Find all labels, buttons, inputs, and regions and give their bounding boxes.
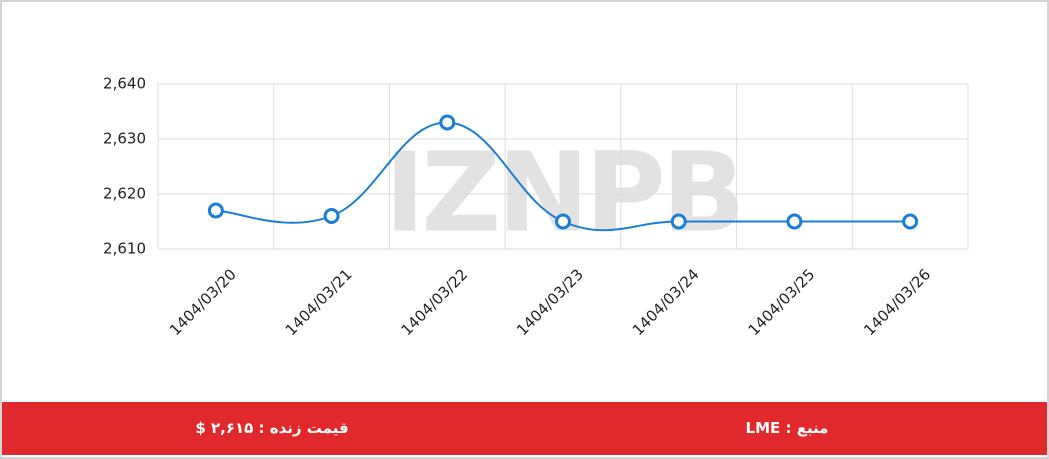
x-tick-label: 1404/03/21 <box>282 265 356 339</box>
point <box>439 114 456 131</box>
point <box>670 213 687 230</box>
source: منبع : LME <box>745 419 829 437</box>
chart: IZNPB 2,610 2,620 2,630 2,640 1404/03/20 1404/… <box>103 75 969 339</box>
point <box>555 213 571 230</box>
x-tick-label: 1404/03/23 <box>513 265 587 339</box>
y-tick-label: 2,620 <box>103 185 146 203</box>
point <box>902 213 919 230</box>
watermark: IZNPB <box>384 128 741 256</box>
y-tick-label: 2,640 <box>103 75 146 93</box>
x-tick-label: 1404/03/25 <box>745 265 819 339</box>
point <box>207 202 224 219</box>
y-tick-label: 2,630 <box>103 130 146 148</box>
point <box>323 208 340 224</box>
y-tick-label: 2,610 <box>103 240 146 258</box>
x-tick-label: 1404/03/22 <box>397 265 471 339</box>
x-tick-label: 1404/03/24 <box>629 265 703 339</box>
footer-bar: قیمت زنده : ۲,۶۱۵ $ منبع : LME <box>2 402 1047 455</box>
x-tick-label: 1404/03/20 <box>166 265 240 339</box>
live-price: قیمت زنده : ۲,۶۱۵ $ <box>195 419 349 437</box>
point <box>786 213 803 230</box>
x-tick-label: 1404/03/26 <box>860 265 934 339</box>
